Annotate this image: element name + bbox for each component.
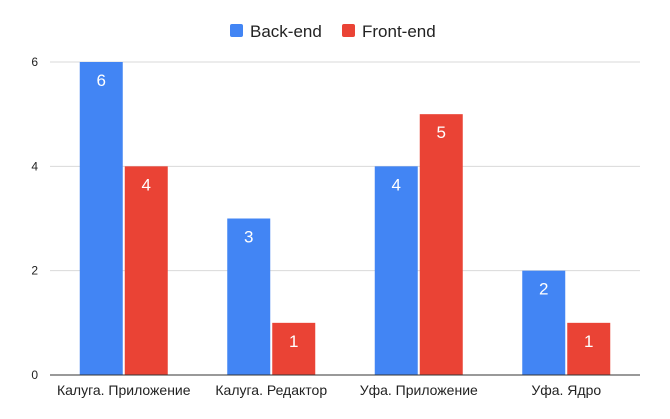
bar-back-end — [227, 218, 271, 375]
data-label: 5 — [437, 123, 446, 142]
x-category-label: Калуга. Редактор — [215, 382, 327, 398]
legend-label-back-end: Back-end — [250, 22, 322, 41]
data-label: 1 — [289, 332, 298, 351]
x-axis-categories: Калуга. Приложение Калуга. Редактор Уфа. П… — [57, 382, 601, 398]
bar-front-end — [124, 166, 168, 375]
y-tick-label: 0 — [31, 368, 38, 382]
data-label: 1 — [584, 332, 593, 351]
y-tick-label: 2 — [31, 264, 38, 278]
legend: Back-end Front-end — [230, 22, 436, 41]
bar-front-end — [567, 322, 611, 375]
bar-back-end — [79, 62, 123, 375]
x-category-label: Калуга. Приложение — [57, 382, 191, 398]
legend-swatch-front-end — [342, 24, 355, 37]
data-labels: 6 4 3 1 4 5 2 1 — [97, 71, 594, 351]
y-tick-label: 4 — [31, 159, 38, 173]
bars — [79, 62, 611, 376]
data-label: 6 — [97, 71, 106, 90]
legend-swatch-back-end — [230, 24, 243, 37]
y-tick-label: 6 — [31, 55, 38, 69]
bar-back-end — [374, 166, 418, 375]
data-label: 4 — [142, 175, 151, 194]
y-axis-ticks: 0 2 4 6 — [31, 55, 38, 382]
legend-label-front-end: Front-end — [362, 22, 436, 41]
data-label: 4 — [392, 175, 401, 194]
bar-back-end — [522, 270, 566, 375]
x-category-label: Уфа. Ядро — [531, 382, 601, 398]
bar-front-end — [419, 114, 463, 376]
data-label: 3 — [244, 228, 253, 247]
data-label: 2 — [539, 280, 548, 299]
x-category-label: Уфа. Приложение — [360, 382, 478, 398]
bar-front-end — [272, 322, 316, 375]
